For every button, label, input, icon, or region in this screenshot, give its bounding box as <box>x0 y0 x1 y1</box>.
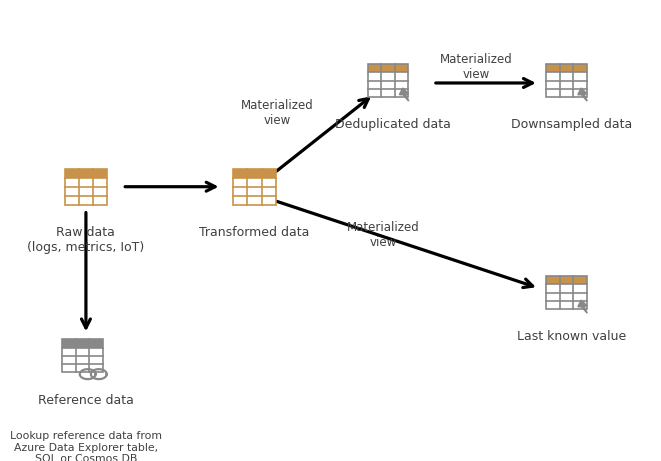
Text: Downsampled data: Downsampled data <box>511 118 633 130</box>
Bar <box>233 169 276 178</box>
Bar <box>546 64 587 72</box>
Bar <box>546 276 587 309</box>
Text: Materialized
view: Materialized view <box>347 221 420 249</box>
Bar <box>65 169 107 178</box>
Bar <box>546 64 587 97</box>
Bar <box>65 169 107 205</box>
Bar <box>62 339 103 372</box>
Text: Deduplicated data: Deduplicated data <box>335 118 451 130</box>
Text: Transformed data: Transformed data <box>200 226 309 239</box>
Bar <box>368 64 408 72</box>
Bar <box>368 64 408 97</box>
Polygon shape <box>399 88 408 101</box>
Polygon shape <box>578 88 587 101</box>
Text: Lookup reference data from
Azure Data Explorer table,
SQL or Cosmos DB: Lookup reference data from Azure Data Ex… <box>10 431 162 461</box>
Text: Materialized
view: Materialized view <box>440 53 512 81</box>
Text: Materialized
view: Materialized view <box>241 99 314 127</box>
Bar <box>65 169 107 205</box>
Text: Last known value: Last known value <box>517 330 627 343</box>
Bar <box>546 276 587 284</box>
Bar <box>62 339 103 372</box>
Bar <box>546 64 587 97</box>
Text: Reference data: Reference data <box>38 394 134 407</box>
Bar <box>62 339 103 348</box>
Bar <box>233 169 276 205</box>
Bar <box>233 169 276 205</box>
Bar <box>368 64 408 97</box>
Bar <box>546 276 587 309</box>
Text: Raw data
(logs, metrics, IoT): Raw data (logs, metrics, IoT) <box>27 226 145 254</box>
Polygon shape <box>578 300 587 313</box>
